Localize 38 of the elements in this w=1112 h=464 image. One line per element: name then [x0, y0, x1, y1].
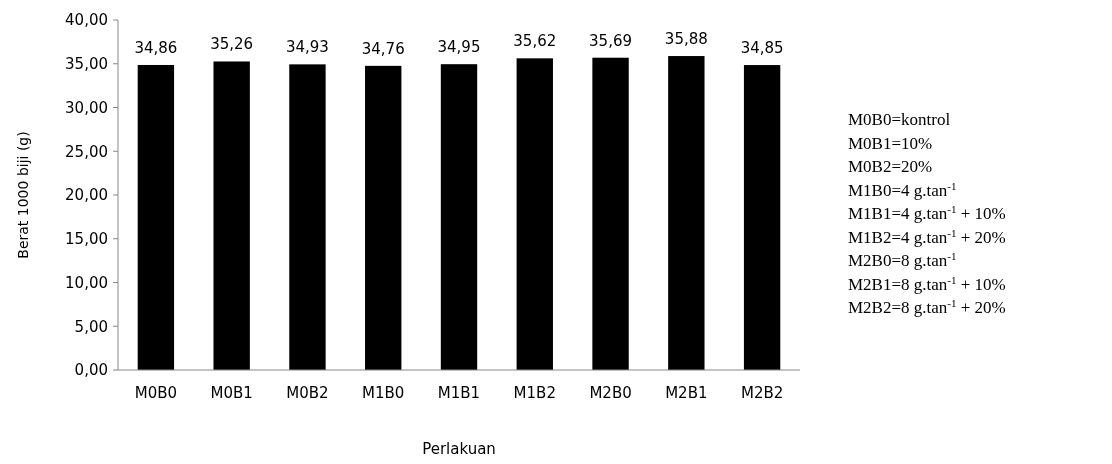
x-tick-label: M2B2: [740, 384, 784, 402]
x-tick-label: M1B2: [513, 384, 556, 402]
data-label: 34,76: [361, 39, 405, 58]
y-tick-label: 10,00: [65, 273, 108, 292]
text: M2B2=8 g.tan$^{-1}$ + 20%: [848, 297, 1006, 317]
text: M0B2=20%: [848, 157, 933, 176]
data-label: 34,86: [134, 38, 178, 57]
y-tick-label: 20,00: [65, 186, 108, 205]
y-tick-label: 0,00: [74, 361, 108, 380]
data-label: 34,93: [285, 38, 329, 57]
text: M1B1=4 g.tan$^{-1}$ + 10%: [848, 203, 1006, 223]
y-tick-label: 25,00: [65, 142, 108, 161]
y-tick-label: 30,00: [65, 98, 108, 117]
data-label: 34,85: [740, 39, 784, 58]
x-tick-label: M0B2: [286, 384, 329, 402]
y-tick-label: 35,00: [65, 55, 108, 73]
y-tick-label: 15,00: [65, 230, 108, 248]
x-tick-label: M1B0: [362, 384, 405, 402]
x-tick-label: M2B0: [589, 384, 632, 402]
data-label: 35,69: [589, 31, 633, 50]
x-tick-label: M0B1: [210, 384, 253, 402]
data-label: 35,88: [664, 30, 708, 49]
x-tick-label: M2B1: [665, 384, 708, 402]
y-tick-label: 40,00: [65, 11, 108, 30]
x-tick-label: M1B1: [437, 384, 481, 402]
text: M1B2=4 g.tan$^{-1}$ + 20%: [848, 226, 1006, 247]
x-axis-title: Perlakuan: [422, 440, 496, 458]
data-label: 34,95: [437, 38, 481, 57]
y-tick-label: 5,00: [74, 317, 108, 336]
data-label: 35,26: [210, 35, 254, 54]
data-label: 35,62: [513, 32, 557, 51]
y-axis-title: Berat 1000 biji (g): [15, 131, 31, 259]
text: M0B0=kontrol: [848, 110, 951, 129]
x-tick-label: M0B0: [134, 384, 178, 402]
text: M2B1=8 g.tan$^{-1}$ + 10%: [848, 273, 1006, 294]
text: M0B1=10%: [848, 133, 933, 153]
text: M1B0=4 g.tan$^{-1}$: [848, 179, 957, 200]
text: M2B0=8 g.tan$^{-1}$: [848, 250, 957, 270]
